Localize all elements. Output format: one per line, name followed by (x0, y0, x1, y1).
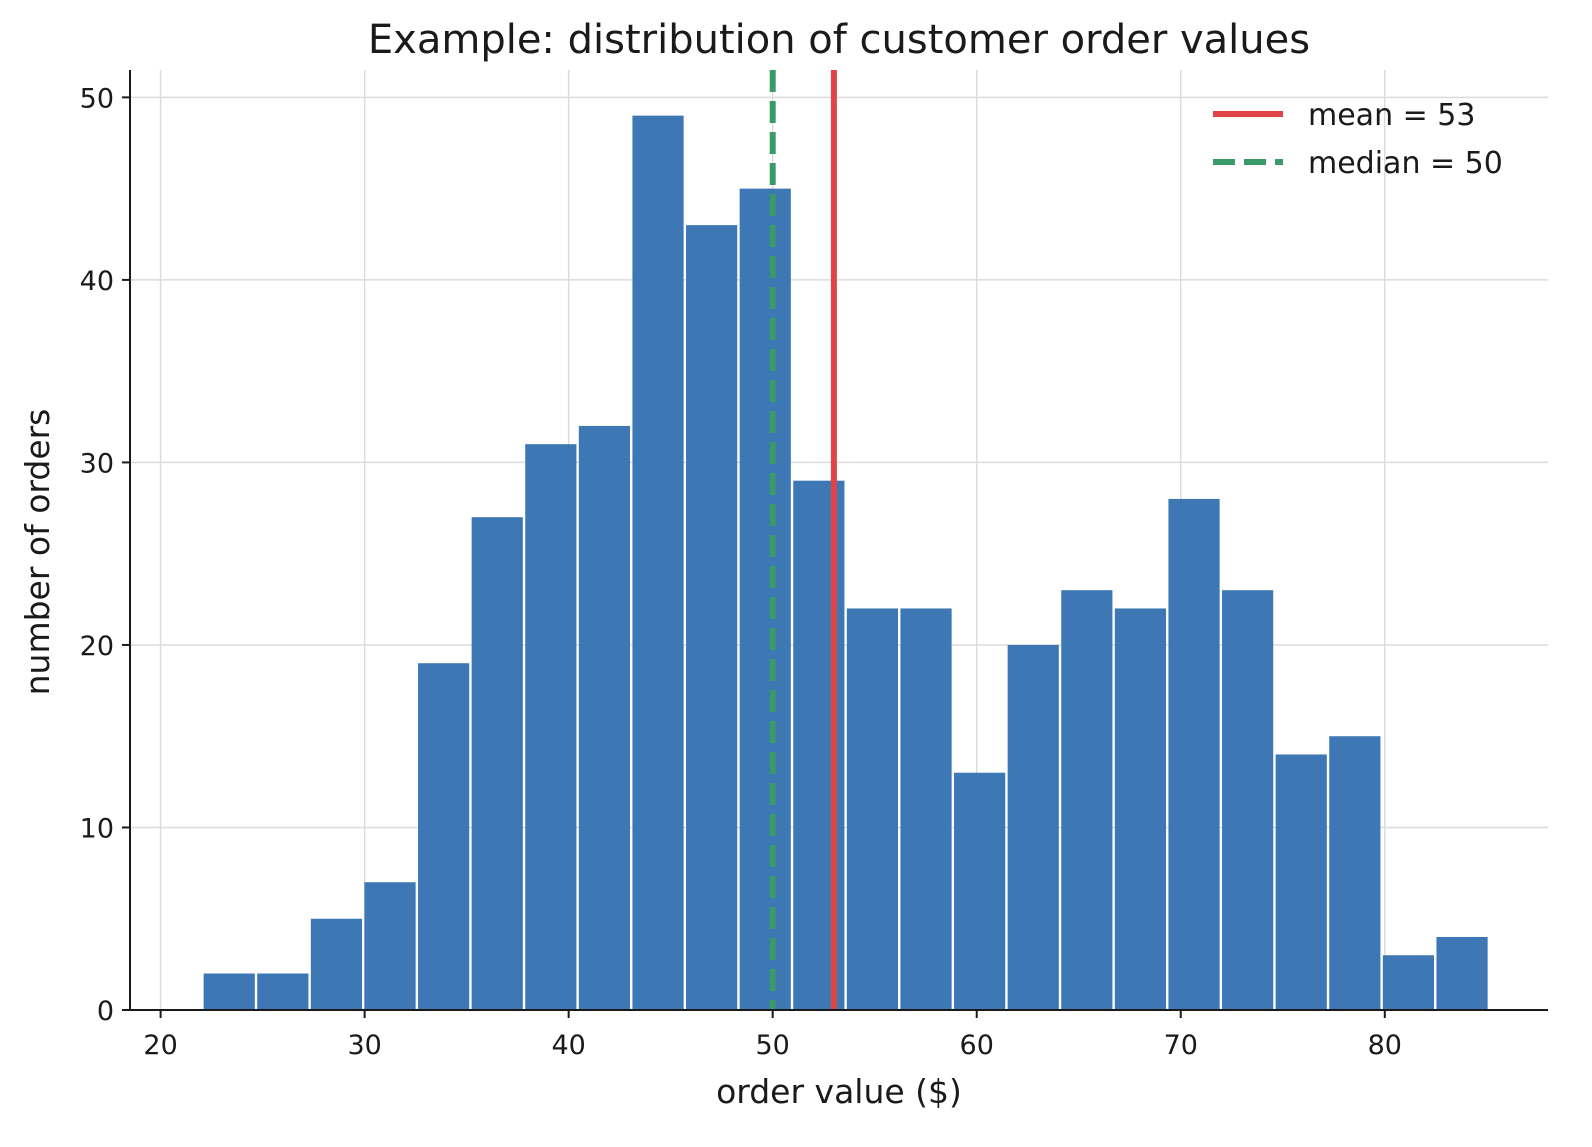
x-tick-label: 70 (1164, 1030, 1198, 1061)
ticks-layer: 20 30 40 50 60 70 80 0 10 20 30 40 50 (80, 83, 1402, 1061)
histogram-bar (739, 188, 791, 1011)
chart-title: Example: distribution of customer order … (368, 17, 1310, 63)
y-tick-label: 20 (80, 631, 114, 662)
x-tick-label: 80 (1368, 1030, 1402, 1061)
y-tick-label: 40 (80, 266, 114, 297)
x-tick-label: 40 (551, 1030, 585, 1061)
x-axis-title: order value ($) (716, 1072, 962, 1111)
y-tick-label: 10 (80, 813, 114, 844)
legend: mean = 53 median = 50 (1213, 98, 1503, 181)
histogram-bar (471, 517, 523, 1010)
histogram-bar (1007, 644, 1059, 1010)
y-axis-title: number of orders (18, 409, 57, 696)
histogram-bar (364, 882, 416, 1010)
histogram-bar (1436, 936, 1488, 1010)
histogram-bar (846, 608, 899, 1010)
x-tick-label: 50 (756, 1030, 790, 1061)
y-tick-label: 50 (80, 83, 114, 114)
histogram-bar (1382, 955, 1435, 1010)
histogram-bar (686, 225, 738, 1010)
x-tick-label: 20 (143, 1030, 177, 1061)
y-tick-label: 0 (97, 996, 114, 1027)
histogram-bar (1329, 736, 1381, 1010)
histogram-bar (1168, 498, 1220, 1010)
histogram-bar (632, 115, 684, 1011)
bars-layer (203, 115, 1488, 1011)
histogram-bar (954, 772, 1006, 1010)
reference-lines-layer (769, 70, 837, 1010)
y-tick-label: 30 (80, 448, 114, 479)
histogram-bar (1275, 754, 1327, 1010)
histogram-bar (900, 608, 952, 1010)
legend-median-label: median = 50 (1308, 146, 1503, 181)
histogram-bar (578, 425, 631, 1010)
histogram-bar (310, 918, 363, 1010)
axes-layer (129, 70, 1548, 1011)
histogram-bar (418, 663, 470, 1010)
x-tick-label: 60 (960, 1030, 994, 1061)
x-tick-label: 30 (347, 1030, 381, 1061)
histogram-bar (1222, 590, 1274, 1010)
legend-mean-label: mean = 53 (1308, 98, 1475, 133)
histogram-bar (525, 444, 577, 1010)
histogram-bar (1061, 590, 1113, 1010)
histogram-bar (1114, 608, 1167, 1010)
histogram-bar (257, 973, 309, 1010)
histogram-bar (203, 973, 255, 1010)
